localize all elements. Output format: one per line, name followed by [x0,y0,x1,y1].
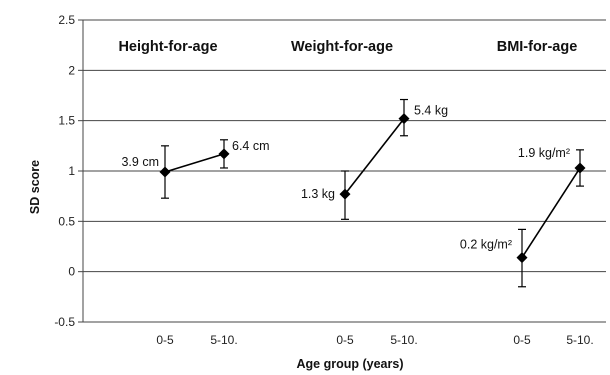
panel-title: Weight-for-age [291,39,393,55]
data-point [218,148,230,160]
x-tick-label: 5-10. [390,333,417,347]
x-tick-label: 5-10. [210,333,237,347]
panel-height-for-age: 3.9 cm 6.4 cm [121,139,270,199]
data-label: 5.4 kg [414,104,448,118]
data-point [516,252,528,264]
x-tick-labels: 0-5 5-10. 0-5 5-10. 0-5 5-10. [156,333,593,347]
data-label: 1.3 kg [301,187,335,201]
y-tick-label: 2 [68,63,75,77]
data-label: 6.4 cm [232,139,270,153]
x-tick-label: 5-10. [566,333,593,347]
panel-titles: Height-for-age Weight-for-age BMI-for-age [118,39,577,55]
x-tick-label: 0-5 [336,333,354,347]
panel-bmi-for-age: 0.2 kg/m² 1.9 kg/m² [460,146,586,288]
series-layer: 3.9 cm 6.4 cm 1.3 kg 5.4 kg 0.2 kg/m² 1.9 kg/… [121,98,586,288]
y-tick-label: 0 [68,265,75,279]
data-point [339,188,351,200]
y-tick-label: 0.5 [58,214,75,228]
y-tick-label: 1 [68,164,75,178]
x-tick-label: 0-5 [513,333,531,347]
panel-weight-for-age: 1.3 kg 5.4 kg [301,98,448,220]
x-axis-title: Age group (years) [297,357,404,371]
data-point [159,166,171,178]
data-label: 3.9 cm [121,155,159,169]
y-axis-title: SD score [28,160,42,214]
x-tick-label: 0-5 [156,333,174,347]
y-tick-labels: 2.5 2 1.5 1 0.5 0 -0.5 [54,13,75,329]
data-label: 1.9 kg/m² [518,146,570,160]
data-label: 0.2 kg/m² [460,238,512,252]
y-tick-label: -0.5 [54,315,75,329]
panel-title: BMI-for-age [497,39,578,55]
panel-title: Height-for-age [118,39,217,55]
data-point [574,162,586,174]
series-line [521,167,581,259]
series-line [164,153,225,173]
y-tick-label: 2.5 [58,13,75,27]
y-tick-label: 1.5 [58,114,75,128]
series-line [344,118,405,195]
data-point [398,113,410,125]
